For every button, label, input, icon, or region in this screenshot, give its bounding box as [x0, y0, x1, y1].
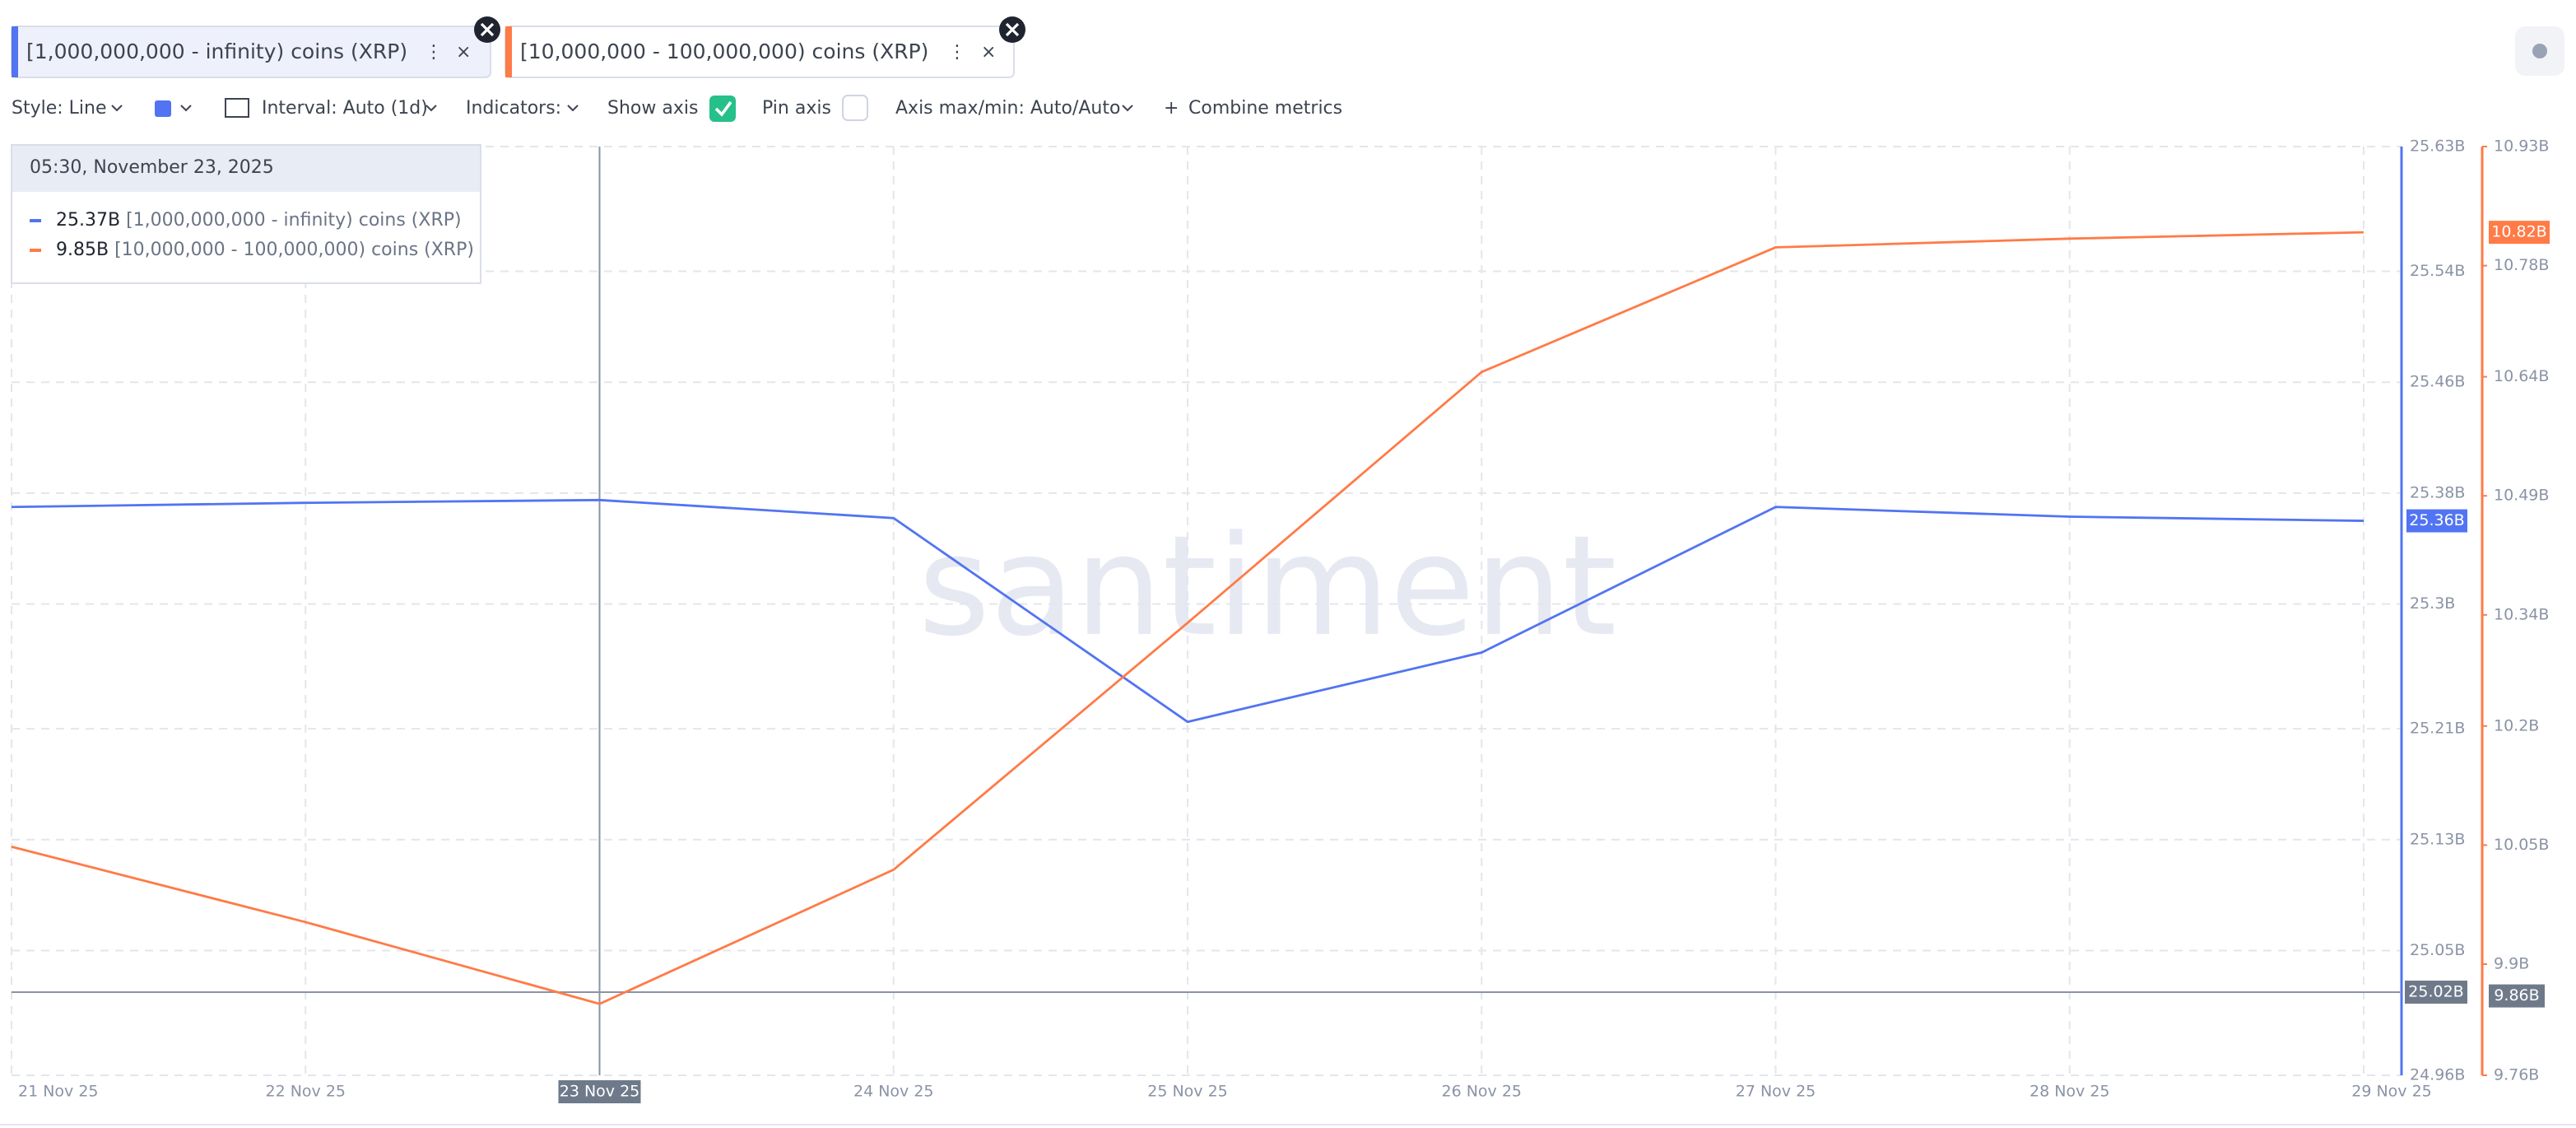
x-tick-label: 25 Nov 25 — [1147, 1083, 1228, 1101]
combine-metrics[interactable]: Combine metrics — [1188, 98, 1342, 119]
tab-menu[interactable]: ⋮ — [948, 42, 966, 63]
series-line — [11, 231, 2364, 1005]
y-tick-label: 25.38B — [2410, 483, 2465, 501]
tab-label: [1,000,000,000 - infinity) coins (XRP) — [26, 40, 407, 63]
tooltip-row: 25.37B [1,000,000,000 - infinity) coins … — [56, 210, 462, 231]
x-tick-label: 29 Nov 25 — [2351, 1083, 2432, 1101]
last-value-label: 25.36B — [2409, 511, 2464, 529]
y2-tick-label: 10.34B — [2494, 605, 2549, 623]
x-tick-label: 28 Nov 25 — [2030, 1083, 2110, 1101]
style-select[interactable]: Style: Line — [12, 98, 107, 119]
remove-icon — [1005, 22, 1020, 37]
crosshair-badge — [2489, 984, 2545, 1008]
tooltip-row: 9.85B [10,000,000 - 100,000,000) coins (… — [56, 240, 474, 260]
tooltip-value: 9.85B — [56, 240, 109, 260]
y-tick-label: 25.46B — [2410, 373, 2465, 391]
tab-close[interactable]: × — [981, 42, 996, 63]
y2-tick-label: 10.49B — [2494, 487, 2549, 505]
x-tick-label: 26 Nov 25 — [1441, 1083, 1522, 1101]
x-tick-label: 24 Nov 25 — [853, 1083, 934, 1101]
tooltip-series: [10,000,000 - 100,000,000) coins (XRP) — [114, 240, 474, 260]
crosshair-label: 25.02B — [2408, 982, 2463, 1000]
y-tick-label: 25.3B — [2410, 594, 2455, 613]
y-tick-label: 24.96B — [2410, 1066, 2465, 1084]
plus-icon: + — [1164, 98, 1179, 119]
y-tick-label: 25.54B — [2410, 262, 2465, 280]
y2-tick-label: 10.05B — [2494, 836, 2549, 854]
x-tick-label: 22 Nov 25 — [265, 1083, 346, 1101]
tab-accent — [12, 26, 18, 77]
y-tick-label: 25.13B — [2410, 830, 2465, 848]
interval-icon — [225, 98, 249, 118]
tab-accent — [505, 26, 512, 77]
y2-tick-label: 10.64B — [2494, 367, 2549, 385]
interval-select[interactable]: Interval: Auto (1d) — [262, 98, 428, 119]
crosshair-label: 9.86B — [2494, 986, 2539, 1004]
axis-maxmin-select[interactable]: Axis max/min: Auto/Auto — [895, 98, 1120, 119]
y-tick-label: 25.05B — [2410, 941, 2465, 959]
y2-tick-label: 9.9B — [2494, 955, 2529, 973]
last-value-badge — [2406, 509, 2467, 533]
remove-icon — [480, 22, 495, 37]
last-value-label: 10.82B — [2491, 223, 2546, 241]
chevrons — [111, 105, 1133, 112]
show-axis-checkbox[interactable] — [709, 96, 736, 122]
y2-tick-label: 10.2B — [2494, 716, 2539, 734]
pin-axis-checkbox[interactable] — [842, 95, 868, 121]
tab-close[interactable]: × — [456, 42, 471, 63]
y-tick-label: 25.21B — [2410, 720, 2465, 738]
y2-tick-label: 10.93B — [2494, 138, 2549, 156]
tooltip-series: [1,000,000,000 - infinity) coins (XRP) — [126, 210, 462, 231]
check-icon — [714, 100, 732, 117]
x-tick-label: 23 Nov 25 — [560, 1083, 640, 1101]
tooltip-date: 05:30, November 23, 2025 — [30, 157, 274, 178]
settings-icon — [2532, 44, 2547, 58]
y-tick-label: 25.63B — [2410, 138, 2465, 156]
y2-tick-label: 10.78B — [2494, 256, 2549, 274]
series-line — [11, 498, 2364, 724]
color-picker[interactable] — [155, 100, 171, 117]
x-tick-label: 21 Nov 25 — [18, 1083, 99, 1101]
watermark: santiment — [918, 506, 1617, 667]
crosshair-badge — [2405, 980, 2467, 1004]
tooltip-header — [12, 146, 480, 192]
show-axis-label: Show axis — [607, 98, 698, 119]
last-value-badge — [2489, 221, 2550, 245]
pin-axis-label: Pin axis — [762, 98, 831, 119]
tab-label: [10,000,000 - 100,000,000) coins (XRP) — [520, 40, 928, 63]
x-tick-label: 27 Nov 25 — [1736, 1083, 1816, 1101]
y2-tick-label: 9.76B — [2494, 1066, 2539, 1084]
indicators-select[interactable]: Indicators: — [466, 98, 561, 119]
x-highlight — [558, 1080, 641, 1103]
tab-menu[interactable]: ⋮ — [425, 42, 443, 63]
tooltip-value: 25.37B — [56, 210, 120, 231]
